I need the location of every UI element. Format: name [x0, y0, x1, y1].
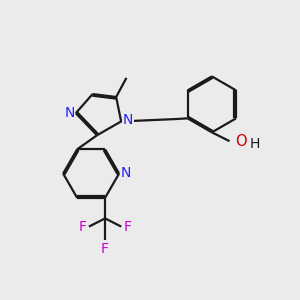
Text: N: N: [120, 166, 131, 180]
Text: F: F: [78, 220, 86, 234]
Text: O: O: [236, 134, 247, 149]
Text: N: N: [64, 106, 74, 120]
Text: N: N: [122, 113, 133, 127]
Text: F: F: [124, 220, 132, 234]
Text: H: H: [250, 137, 260, 151]
Text: F: F: [101, 242, 109, 256]
